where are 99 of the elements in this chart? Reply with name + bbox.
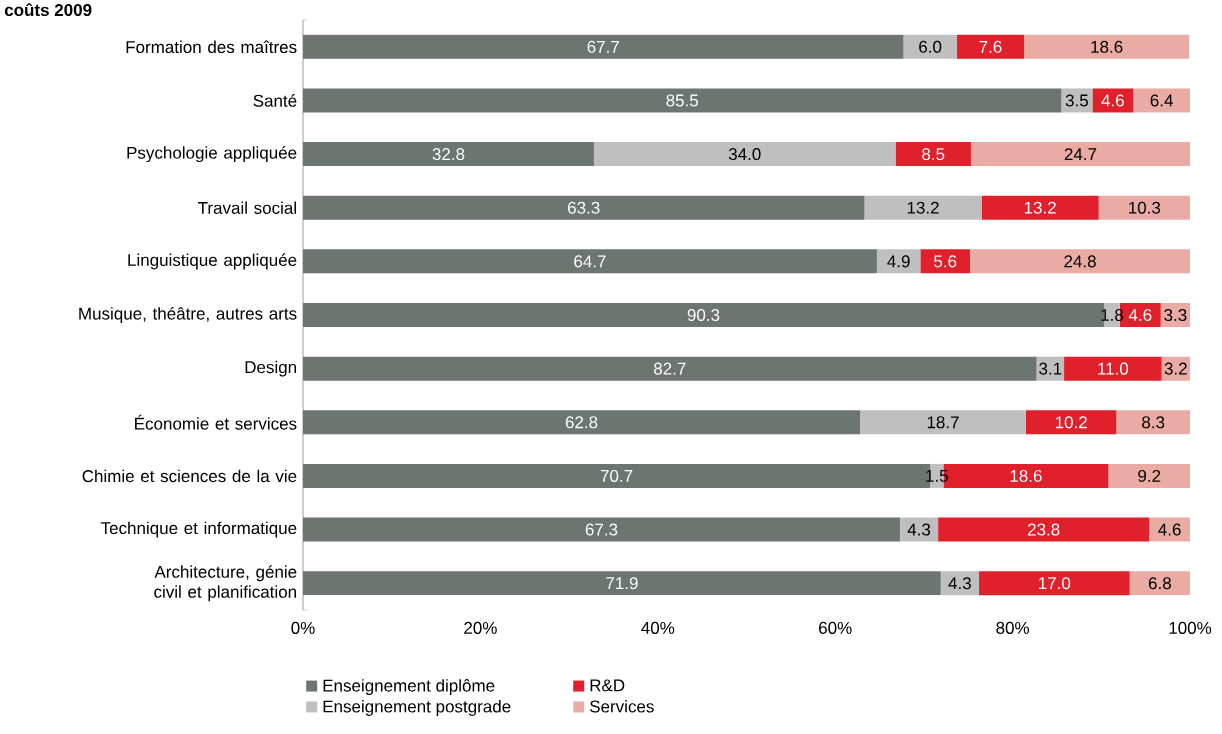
bar <box>1129 571 1191 596</box>
bar <box>303 356 1037 381</box>
data-label: 4.6 <box>1101 94 1124 107</box>
data-label: 10.3 <box>1129 201 1161 214</box>
bar <box>938 517 1150 542</box>
data-label: 6.8 <box>1148 577 1171 590</box>
bar <box>303 142 594 167</box>
y-tick-label: Économie et services <box>135 414 297 430</box>
x-tick-label: 40% <box>641 621 675 634</box>
data-label: 32.8 <box>432 148 465 161</box>
data-label: 82.7 <box>653 362 686 375</box>
bar <box>303 195 865 220</box>
bar <box>303 249 877 274</box>
y-tick-label: Musique, théâtre, autres arts <box>79 306 297 324</box>
data-label: 67.3 <box>585 523 618 536</box>
x-tick-label: 100% <box>1169 621 1212 634</box>
bar <box>876 249 921 274</box>
bar <box>303 34 904 59</box>
legend-label: R&D <box>590 679 625 692</box>
bar <box>303 571 941 596</box>
bar <box>978 571 1130 596</box>
y-tick-label: Chimie et sciences de la vie <box>82 469 297 483</box>
data-label: 13.2 <box>907 201 939 214</box>
data-label: 90.3 <box>687 308 720 322</box>
y-tick-label: Technique et informatique <box>100 521 297 538</box>
bar <box>303 88 1062 113</box>
bar <box>593 142 896 167</box>
y-tick-label: Travail social <box>198 201 296 214</box>
bar <box>860 410 1026 435</box>
bar <box>1092 88 1134 113</box>
bar <box>970 142 1191 167</box>
bar <box>1098 195 1191 220</box>
data-label: 3.5 <box>1065 94 1089 107</box>
data-label: 7.6 <box>979 40 1002 53</box>
y-tick-label: Santé <box>253 94 297 107</box>
data-label: 34.0 <box>728 148 761 161</box>
text: coûts 2009 <box>4 3 92 17</box>
data-label: 3.2 <box>1164 362 1187 375</box>
bar <box>903 34 957 59</box>
data-label: 5.6 <box>934 255 957 268</box>
data-label: 3.1 <box>1039 362 1062 375</box>
data-label: 18.7 <box>927 416 959 429</box>
bar <box>981 195 1099 220</box>
bar <box>1025 410 1117 435</box>
data-label: 18.6 <box>1010 469 1042 482</box>
bar <box>920 249 971 274</box>
y-tick-label: Psychologie appliquée <box>127 146 297 163</box>
data-label: 17.0 <box>1039 577 1071 590</box>
x-tick-label: 80% <box>996 621 1030 634</box>
data-label: 64.7 <box>574 255 606 268</box>
data-label: 4.6 <box>1128 308 1152 322</box>
y-tick-label: Design <box>245 360 297 377</box>
data-label: 13.2 <box>1024 201 1056 214</box>
x-tick-label: 0% <box>291 621 315 634</box>
bar <box>1064 356 1162 381</box>
data-label: 18.6 <box>1091 40 1123 53</box>
legend-label: Enseignement diplôme <box>323 679 495 696</box>
data-label: 24.8 <box>1064 255 1096 268</box>
data-label: 8.3 <box>1142 416 1165 429</box>
data-label: 10.2 <box>1055 416 1087 429</box>
data-label: 70.7 <box>600 469 633 482</box>
data-label: 4.3 <box>948 577 971 590</box>
y-tick-label: Linguistique appliquée <box>128 253 297 270</box>
bar <box>940 571 979 596</box>
bar <box>1061 88 1093 113</box>
y-tick-label: Formation des maîtres <box>126 40 297 54</box>
bar <box>1024 34 1190 59</box>
data-label: 6.4 <box>1150 94 1173 107</box>
y-tick-label: Architecture, génie civil et planification <box>154 565 297 602</box>
bar <box>1149 517 1191 542</box>
data-label: 4.6 <box>1158 523 1181 536</box>
data-label: 6.0 <box>919 40 942 53</box>
data-label: 4.9 <box>887 255 910 268</box>
data-label: 4.3 <box>907 523 931 536</box>
data-label: 62.8 <box>565 416 598 429</box>
bar <box>1116 410 1191 435</box>
data-label: 67.7 <box>587 40 619 53</box>
legend-label: Services <box>589 700 654 713</box>
legend-label: Enseignement postgrade <box>323 700 511 716</box>
bar <box>303 517 900 542</box>
bar <box>970 249 1191 274</box>
x-tick-label: 60% <box>819 621 852 634</box>
bar <box>1108 463 1191 488</box>
x-tick-label: 20% <box>464 621 497 634</box>
data-label: 23.8 <box>1027 523 1060 536</box>
bar <box>899 517 939 542</box>
data-label: 63.3 <box>568 201 600 214</box>
data-label: 85.5 <box>666 94 699 107</box>
bar <box>864 195 982 220</box>
data-label: 24.7 <box>1064 148 1097 161</box>
bar <box>956 34 1025 59</box>
data-label: 9.2 <box>1138 469 1161 482</box>
data-label: 3.3 <box>1164 308 1187 322</box>
bar <box>303 410 861 435</box>
data-label: 11.0 <box>1098 362 1129 375</box>
bar <box>1133 88 1191 113</box>
bar <box>895 142 971 167</box>
data-label: 8.5 <box>922 148 945 161</box>
data-label: 71.9 <box>606 577 638 590</box>
